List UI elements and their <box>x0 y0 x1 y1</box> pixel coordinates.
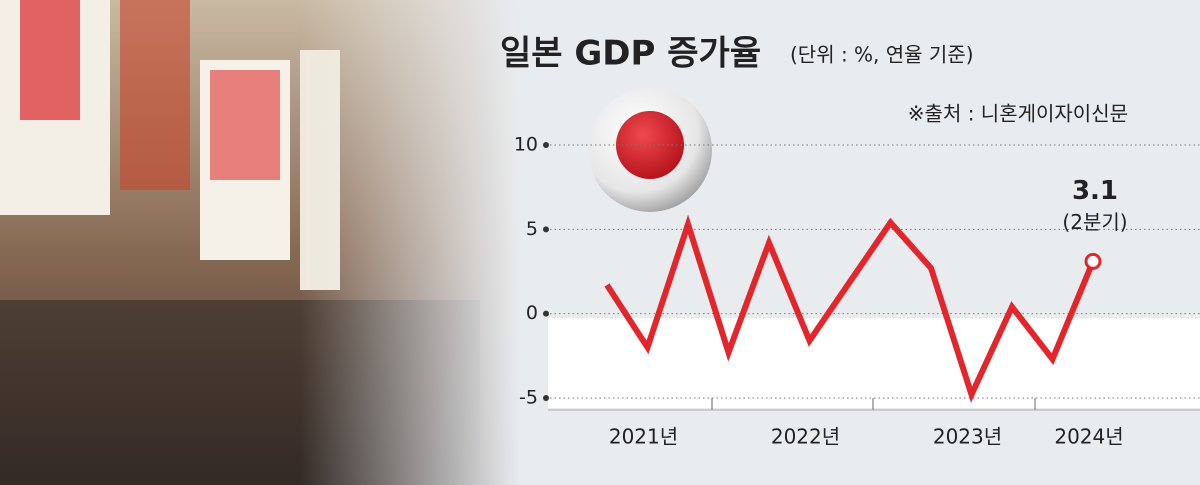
x-tick-label: 2021년 <box>609 425 678 449</box>
y-tick-label: 0 <box>526 302 538 324</box>
chart-subtitle: (단위 : %, 연율 기준) <box>790 43 974 67</box>
end-point <box>1084 252 1102 270</box>
y-tick-label: 5 <box>526 218 538 240</box>
source: ※출처 : 니혼게이자이신문 <box>908 102 1128 126</box>
x-tick-label: 2023년 <box>933 425 1002 449</box>
annotation-note: (2분기) <box>1062 210 1127 234</box>
x-tick-label: 2022년 <box>771 425 840 449</box>
series-line <box>604 214 1096 403</box>
plot-negative-area <box>548 318 1200 408</box>
y-tick-label: 10 <box>514 134 538 156</box>
tick-dot <box>543 142 549 148</box>
photo <box>0 0 520 485</box>
tick-dot <box>543 310 549 317</box>
y-tick-label: -5 <box>519 387 538 409</box>
x-tick-label: 2024년 <box>1054 425 1123 449</box>
year-dividers <box>711 398 1036 410</box>
tick-dot <box>543 226 549 233</box>
tick-dot <box>543 395 549 401</box>
annotation-value: 3.1 <box>1072 176 1118 206</box>
chart-title: 일본 GDP 증가율 <box>500 34 761 74</box>
flag-ball <box>588 88 712 212</box>
